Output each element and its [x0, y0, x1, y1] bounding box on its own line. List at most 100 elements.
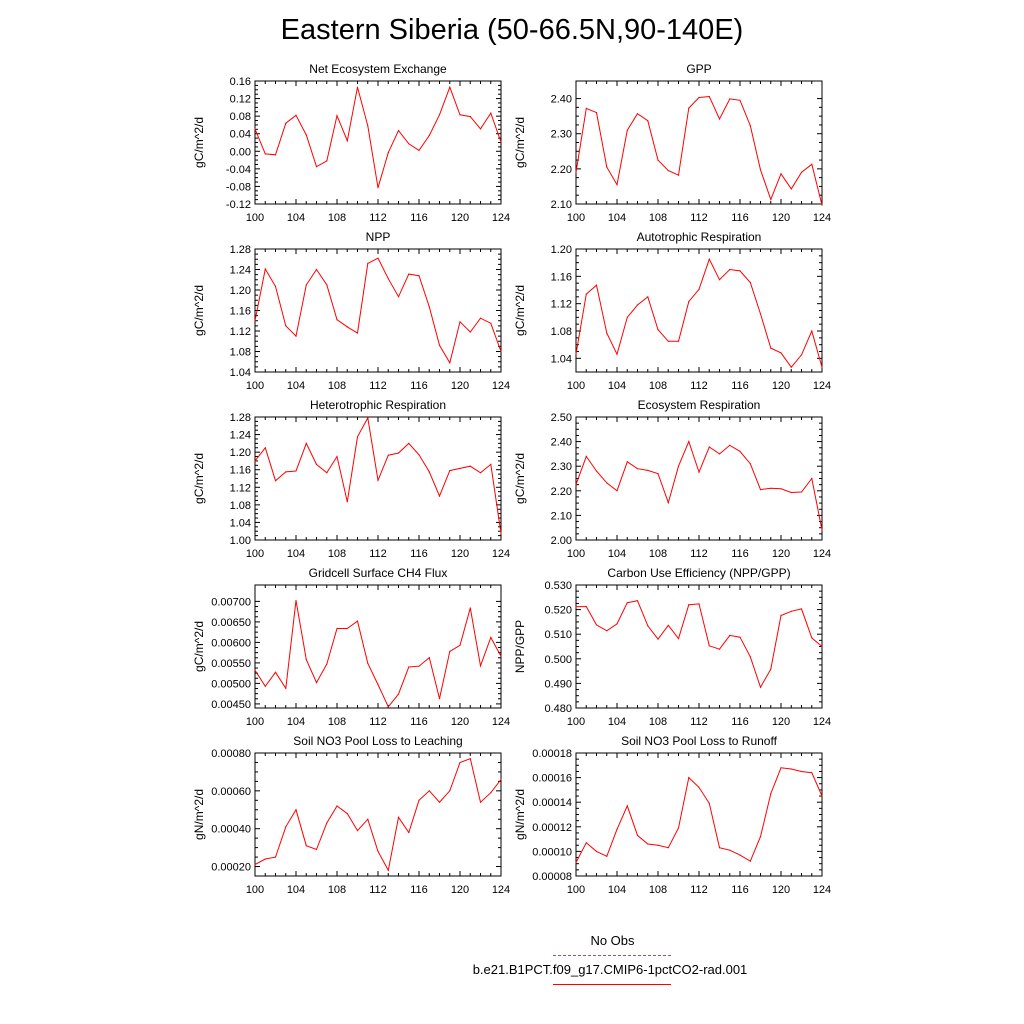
plot-frame [575, 752, 823, 877]
x-tick-label: 104 [608, 212, 626, 224]
data-point [606, 855, 608, 857]
data-point [647, 625, 649, 627]
data-point [326, 160, 328, 162]
data-point [469, 758, 471, 760]
x-tick-label: 108 [328, 884, 346, 896]
data-point [428, 306, 430, 308]
data-point [449, 362, 451, 364]
data-point [821, 204, 823, 206]
data-point [667, 170, 669, 172]
data-point [408, 831, 410, 834]
x-tick-label: 124 [813, 548, 831, 560]
panel-title: Heterotrophic Respiration [310, 398, 446, 412]
y-tick-label: 0.00012 [532, 822, 572, 834]
x-tick-label: 124 [813, 380, 831, 392]
data-point [606, 482, 608, 484]
data-point [595, 112, 598, 114]
data-point [336, 455, 338, 458]
y-axis-label: gC/m^2/d [513, 117, 527, 168]
data-point [616, 353, 618, 355]
data-point [387, 278, 389, 280]
data-point [377, 850, 379, 853]
data-point [739, 270, 741, 272]
y-tick-label: -0.08 [226, 181, 251, 193]
data-point [356, 830, 359, 832]
data-point [408, 143, 410, 145]
y-tick-label: 0.08 [230, 111, 251, 123]
y-tick-label: 0.00060 [211, 786, 251, 798]
data-point [780, 173, 782, 175]
x-tick-label: 124 [492, 212, 510, 224]
data-point [397, 452, 400, 454]
data-point [408, 666, 410, 668]
y-tick-label: 1.28 [230, 412, 251, 424]
data-point [677, 465, 680, 467]
data-point [295, 600, 297, 602]
data-point [490, 112, 492, 114]
data-point [500, 350, 502, 353]
data-point [800, 491, 803, 493]
x-tick-label: 112 [369, 212, 387, 224]
data-point [285, 471, 287, 473]
data-point [428, 134, 430, 137]
data-point [346, 501, 348, 503]
data-point [264, 153, 266, 155]
x-tick-label: 100 [567, 884, 585, 896]
y-tick-label: 0.480 [544, 703, 572, 715]
y-tick-label: 0.00040 [211, 824, 251, 836]
x-tick-label: 104 [287, 548, 305, 560]
data-point [585, 455, 587, 457]
data-point [688, 107, 690, 109]
data-point [449, 790, 451, 792]
data-point [708, 446, 710, 448]
data-point [657, 638, 659, 640]
data-point [479, 472, 482, 474]
x-tick-label: 108 [328, 548, 346, 560]
data-point [408, 273, 410, 275]
data-point [285, 687, 287, 689]
data-point [315, 166, 318, 168]
y-tick-label: 0.00010 [532, 846, 572, 858]
x-tick-label: 108 [649, 548, 667, 560]
data-point [397, 130, 400, 132]
data-point [336, 805, 338, 807]
data-point [770, 198, 772, 200]
data-point [595, 850, 598, 853]
x-tick-label: 124 [492, 380, 510, 392]
data-point [739, 854, 741, 856]
data-point [585, 606, 587, 608]
data-point [759, 686, 762, 688]
data-point [626, 602, 628, 604]
data-point [377, 479, 379, 481]
y-tick-label: 0.00008 [532, 871, 572, 883]
data-point [356, 86, 359, 88]
y-tick-label: 1.04 [230, 517, 251, 529]
data-point [285, 325, 287, 327]
x-tick-label: 112 [690, 380, 708, 392]
data-point [264, 447, 266, 449]
data-point [739, 450, 741, 452]
data-point [729, 634, 731, 637]
data-point [367, 262, 369, 264]
series-line [575, 95, 823, 206]
y-tick-label: 2.20 [551, 486, 572, 498]
x-tick-label: 120 [451, 548, 469, 560]
y-tick-label: 0.12 [230, 94, 251, 106]
data-point [616, 490, 618, 492]
x-tick-label: 108 [649, 212, 667, 224]
data-point [729, 849, 731, 851]
data-point [595, 284, 598, 286]
data-point [264, 858, 266, 860]
data-point [698, 471, 700, 473]
x-tick-label: 112 [369, 716, 387, 728]
y-tick-label: 0.00 [230, 146, 251, 158]
y-tick-label: 1.16 [551, 271, 572, 283]
x-tick-label: 112 [690, 212, 708, 224]
x-tick-label: 100 [567, 212, 585, 224]
data-point [657, 473, 659, 475]
data-point [305, 134, 307, 136]
y-tick-label: 1.00 [230, 535, 251, 547]
y-axis-label: gC/m^2/d [513, 285, 527, 336]
x-tick-label: 116 [410, 380, 428, 392]
